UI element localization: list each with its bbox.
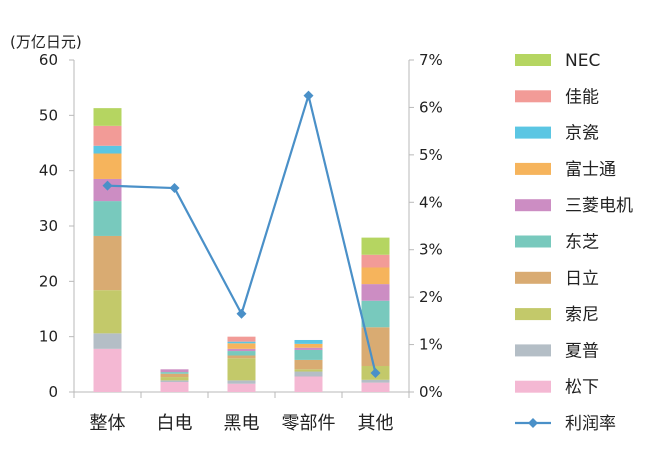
bar-segment <box>227 336 256 342</box>
y-axis-unit-label: (万亿日元) <box>10 33 82 51</box>
legend-label: 佳能 <box>565 87 599 107</box>
legend-label: 松下 <box>565 378 599 398</box>
bars-layer <box>93 108 390 392</box>
legend-label: 索尼 <box>565 305 599 325</box>
legend-label: 富士通 <box>565 160 616 180</box>
bar-segment <box>93 145 122 154</box>
y-tick-label: 10 <box>39 328 58 346</box>
y-tick-label: 50 <box>39 106 58 124</box>
legend-label: 京瓷 <box>565 124 599 144</box>
legend-swatch <box>515 54 551 66</box>
bar-segment <box>227 343 256 349</box>
legend-swatch <box>515 126 551 139</box>
legend-label: 日立 <box>565 269 599 289</box>
bar-segment <box>227 355 256 359</box>
bar-segment <box>361 237 390 255</box>
bar-segment <box>361 267 390 285</box>
legend-swatch <box>515 308 551 321</box>
line-point-marker <box>303 90 314 101</box>
bar-segment <box>361 254 390 268</box>
y2-tick-label: 4% <box>419 193 443 211</box>
legend-label: 利润率 <box>565 414 616 434</box>
legend-label: 东芝 <box>565 233 599 253</box>
bar-segment <box>294 339 323 344</box>
y2-tick-label: 2% <box>419 288 443 306</box>
bar-segment <box>160 372 189 374</box>
bar-segment <box>294 349 323 360</box>
bar-segment <box>93 125 122 146</box>
bar-segment <box>361 284 390 301</box>
bar-segment <box>160 377 189 381</box>
x-category-label: 零部件 <box>282 413 336 434</box>
bar-segment <box>227 380 256 384</box>
y2-tick-label: 6% <box>419 98 443 116</box>
legend-swatch <box>515 344 551 357</box>
bar-segment <box>361 300 390 328</box>
bar-segment <box>93 333 122 349</box>
y2-tick-label: 7% <box>419 51 443 69</box>
y-tick-label: 40 <box>39 162 58 180</box>
bar-segment <box>294 347 323 350</box>
bar-segment <box>93 153 122 179</box>
legend-swatch <box>515 380 551 393</box>
bar-segment <box>294 369 323 372</box>
y-tick-label: 60 <box>39 51 58 69</box>
line-point-marker <box>370 368 381 379</box>
y2-tick-label: 0% <box>419 383 443 401</box>
bar-segment <box>294 371 323 377</box>
legend-swatch <box>515 199 551 212</box>
legend-swatch <box>515 162 551 175</box>
bar-segment <box>227 383 256 392</box>
y-tick-label: 20 <box>39 272 58 290</box>
bar-segment <box>227 358 256 381</box>
y2-tick-label: 1% <box>419 336 443 354</box>
x-category-label: 整体 <box>90 413 126 434</box>
line-layer <box>102 90 381 379</box>
legend-swatch <box>515 90 551 103</box>
axes-layer: 0 10 20 30 40 50 60 0% 1% 2% 3% 4% 5% 6% 7% 整体 白电 黑电 零部件 其他 <box>39 51 443 434</box>
bar-segment <box>294 359 323 370</box>
legend-swatch <box>515 271 551 284</box>
bar-segment <box>93 108 122 126</box>
y-tick-label: 30 <box>39 217 58 235</box>
x-category-label: 白电 <box>157 413 193 434</box>
x-category-label: 黑电 <box>224 413 260 434</box>
bar-segment <box>227 351 256 356</box>
bar-segment <box>93 201 122 236</box>
y2-tick-label: 5% <box>419 146 443 164</box>
bar-segment <box>160 369 189 373</box>
line-series-path <box>107 94 377 374</box>
line-point-marker <box>169 183 180 194</box>
bar-segment <box>160 382 189 392</box>
bar-segment <box>160 373 189 378</box>
bar-segment <box>361 379 390 383</box>
bar-segment <box>93 348 122 392</box>
legend-line-marker <box>528 418 538 428</box>
y-tick-label: 0 <box>48 383 58 401</box>
bar-segment <box>160 380 189 383</box>
bar-segment <box>227 341 256 344</box>
legend-swatch <box>515 235 551 248</box>
legend-label: NEC <box>565 51 600 71</box>
bar-segment <box>93 235 122 291</box>
bar-segment <box>93 290 122 334</box>
bar-segment <box>227 348 256 352</box>
line-point-marker <box>236 308 247 319</box>
line-point-marker <box>102 180 113 191</box>
legend-label: 夏普 <box>565 341 599 361</box>
y2-tick-label: 3% <box>419 241 443 259</box>
x-category-label: 其他 <box>358 413 394 434</box>
bar-segment <box>361 382 390 392</box>
legend-label: 三菱电机 <box>565 196 633 216</box>
bar-segment <box>294 376 323 392</box>
bar-segment <box>294 343 323 348</box>
